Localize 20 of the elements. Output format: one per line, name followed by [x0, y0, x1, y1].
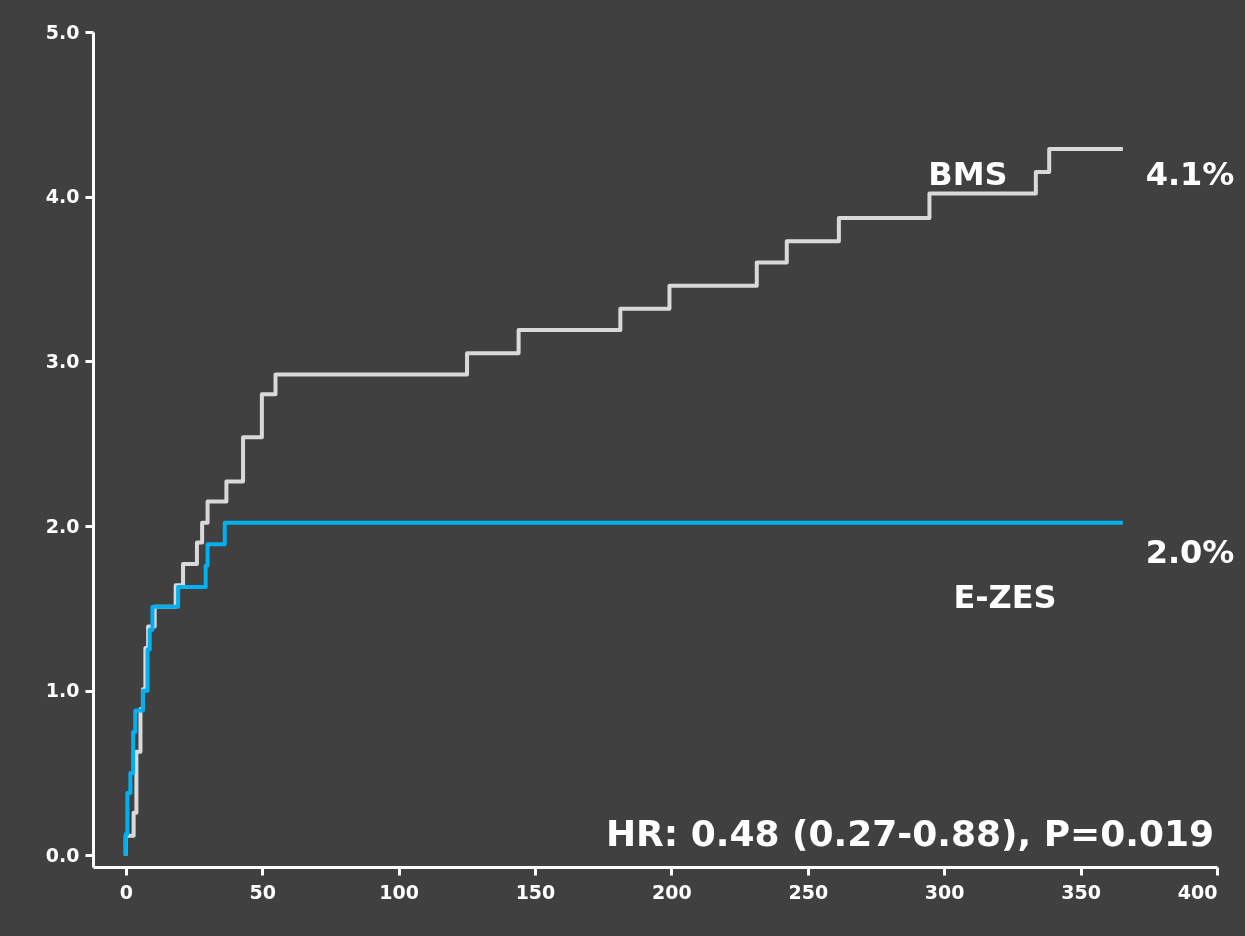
x-tick-label: 250: [788, 880, 829, 903]
series-label: E-ZES: [953, 578, 1057, 616]
y-tick-label: 0.0: [45, 843, 80, 866]
series-label: BMS: [928, 155, 1008, 193]
annotation: 2.0%: [1145, 533, 1235, 571]
x-tick-label: 400: [1177, 880, 1218, 903]
x-tick-label: 50: [249, 880, 276, 903]
x-tick-label: 100: [379, 880, 419, 903]
annotation: HR: 0.48 (0.27-0.88), P=0.019: [605, 813, 1215, 854]
y-tick-label: 3.0: [45, 349, 80, 372]
x-tick-label: 0: [119, 880, 133, 903]
x-tick-label: 200: [652, 880, 692, 903]
y-tick-label: 2.0: [45, 514, 80, 537]
y-tick-label: 4.0: [45, 185, 80, 208]
y-tick-label: 1.0: [45, 679, 80, 702]
y-tick-label: 5.0: [45, 20, 80, 43]
x-tick-label: 150: [515, 880, 556, 903]
x-tick-label: 350: [1061, 880, 1101, 903]
x-tick-label: 300: [924, 880, 965, 903]
annotation: 4.1%: [1145, 155, 1235, 193]
